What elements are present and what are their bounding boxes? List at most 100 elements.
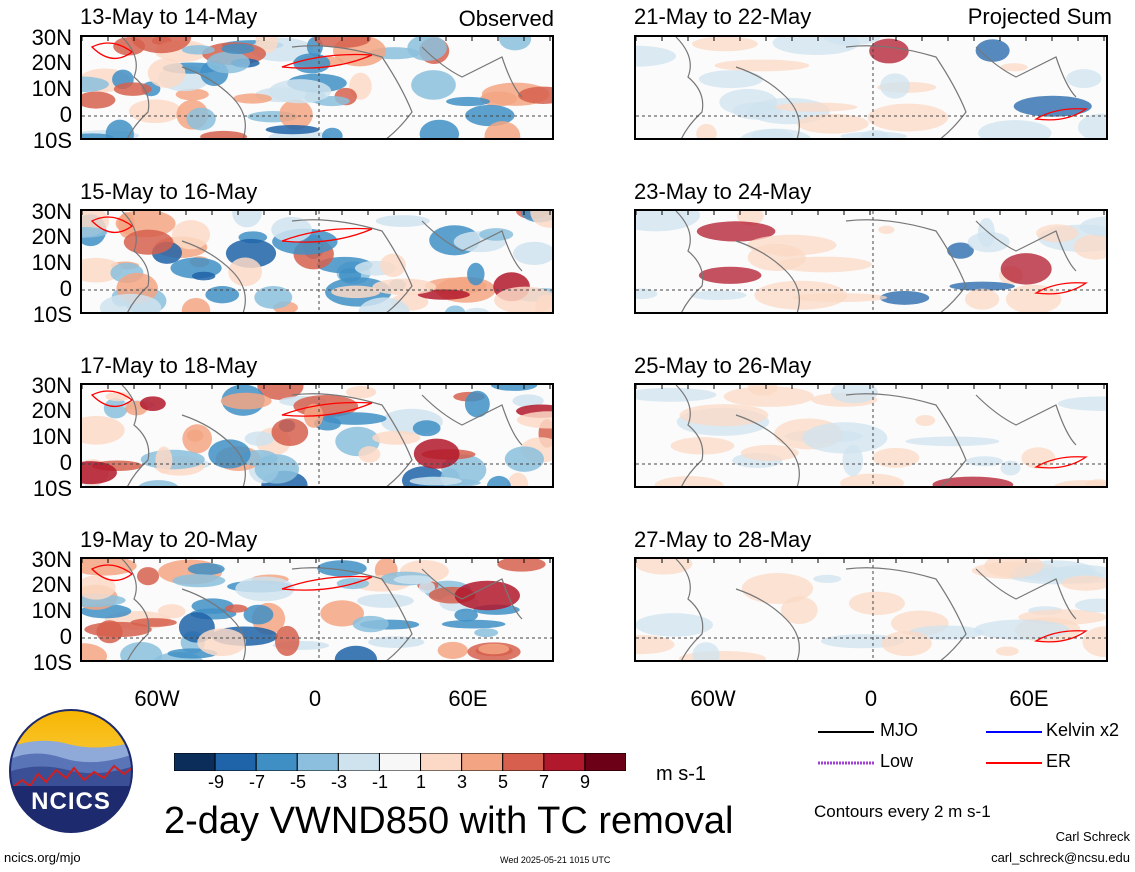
anomaly-shading (206, 51, 250, 74)
er-contour (1034, 282, 1088, 295)
anomaly-shading (692, 37, 758, 52)
map-field (82, 385, 552, 486)
map-panel-obs-3 (80, 383, 554, 488)
anomaly-shading (679, 404, 769, 427)
lat-label: 20N (31, 572, 72, 597)
panel-title-obs-4: 19-May to 20-May (80, 527, 258, 552)
anomaly-shading (504, 446, 545, 472)
anomaly-shading (334, 645, 378, 660)
anomaly-shading (780, 596, 818, 625)
map-field (82, 211, 552, 312)
colorbar-swatches (173, 752, 627, 772)
contour-note: Contours every 2 m s-1 (814, 802, 991, 821)
low-line-icon (818, 761, 874, 765)
anomaly-shading (171, 220, 211, 250)
anomaly-shading (679, 650, 766, 660)
anomaly-shading (518, 86, 552, 104)
anomaly-shading (848, 591, 905, 616)
anomaly-shading (105, 391, 131, 402)
anomaly-shading (140, 449, 205, 470)
anomaly-shading (1082, 626, 1106, 657)
anomaly-shading (802, 422, 888, 454)
anomaly-shading (1073, 234, 1106, 260)
anomaly-shading (974, 619, 1070, 640)
er-contour (281, 53, 373, 69)
coastline (735, 66, 800, 138)
colorbar-swatch (584, 752, 627, 772)
colorbar-label: 3 (456, 772, 467, 792)
colorbar-swatch (214, 752, 257, 772)
coastline (291, 45, 413, 138)
colorbar-label: -9 (207, 772, 224, 792)
anomaly-shading (437, 641, 468, 659)
anomaly-shading (113, 82, 152, 96)
map-panel-obs-4 (80, 557, 554, 662)
anomaly-shading (181, 45, 215, 55)
contour-legend: MJO Kelvin x2 Low ER (812, 718, 1132, 788)
coastline (421, 220, 523, 272)
anomaly-shading (271, 216, 312, 243)
coastline (735, 588, 800, 660)
anomaly-shading (123, 229, 174, 255)
anomaly-shading (268, 79, 332, 104)
anomaly-shading (465, 104, 515, 127)
anomaly-shading (320, 600, 364, 627)
anomaly-shading (878, 225, 895, 234)
anomaly-shading (474, 628, 499, 638)
anomaly-shading (257, 385, 304, 400)
colorbar-swatch (543, 752, 586, 772)
panel-title-proj-1: 21-May to 22-May (634, 4, 812, 29)
anomaly-shading (454, 608, 478, 622)
anomaly-shading (1000, 460, 1021, 476)
anomaly-shading (1077, 113, 1106, 138)
anomaly-shading (484, 121, 521, 138)
colorbar-swatch (173, 752, 216, 772)
anomaly-shading (636, 45, 677, 67)
er-contour (1034, 456, 1088, 469)
anomaly-shading (137, 567, 160, 586)
anomaly-shading (530, 211, 552, 228)
anomaly-shading (1005, 284, 1062, 312)
anomaly-shading (375, 215, 430, 227)
lat-label: 10S (32, 476, 72, 501)
lat-label: 10N (31, 424, 72, 449)
anomaly-shading (478, 643, 510, 655)
anomaly-shading (872, 447, 920, 468)
coastline (675, 211, 704, 312)
anomaly-shading (840, 131, 907, 138)
anomaly-shading (513, 241, 552, 265)
anomaly-shading (82, 559, 137, 576)
colorbar-label: -7 (248, 772, 265, 792)
anomaly-shading (232, 211, 262, 228)
projected-label: Projected Sum (967, 4, 1112, 29)
lat-label: 10S (32, 302, 72, 327)
anomaly-shading (467, 262, 485, 286)
anomaly-shading (879, 290, 930, 305)
lat-label: 0 (59, 624, 72, 649)
anomaly-shading (499, 37, 532, 51)
ncics-logo: NCICS (8, 708, 134, 834)
anomaly-shading (692, 642, 720, 660)
anomaly-shading (696, 123, 717, 138)
colorbar-label: 5 (497, 772, 508, 792)
anomaly-shading (446, 96, 491, 107)
anomaly-shading (417, 289, 470, 300)
lon-label-proj: 60W (690, 686, 736, 711)
anomaly-shading (905, 436, 1000, 447)
anomaly-shading (774, 102, 858, 112)
anomaly-shading (115, 211, 176, 238)
anomaly-shading (984, 559, 1044, 578)
anomaly-shading (393, 575, 434, 585)
map-panel-proj-2 (634, 209, 1108, 314)
coastline (181, 588, 246, 660)
anomaly-shading (191, 271, 216, 281)
anomaly-shading (155, 446, 173, 474)
anomaly-shading (220, 392, 272, 410)
anomaly-shading (208, 439, 251, 469)
coastline (675, 559, 704, 660)
anomaly-shading (516, 411, 552, 429)
colorbar-label: -3 (330, 772, 347, 792)
lat-label: 10S (32, 128, 72, 153)
anomaly-shading (254, 285, 293, 309)
anomaly-shading (82, 76, 109, 93)
